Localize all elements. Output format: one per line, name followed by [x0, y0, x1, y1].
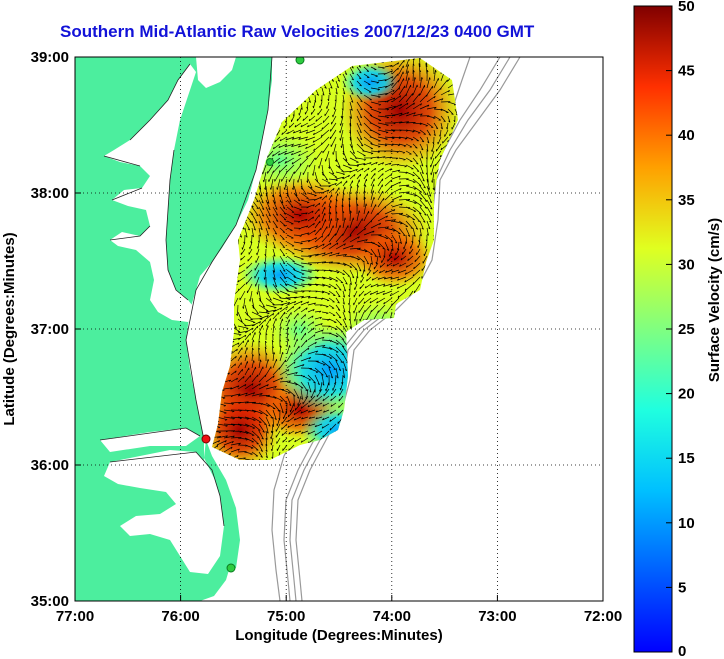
y-tick-label: 37:00: [31, 321, 69, 338]
x-axis-label: Longitude (Degrees:Minutes): [235, 627, 443, 644]
tick-marks: [74, 56, 604, 602]
colorbar-tick-label: 45: [678, 63, 695, 80]
graticule: [75, 57, 603, 601]
y-tick-label: 38:00: [31, 185, 69, 202]
y-tick-label: 35:00: [31, 593, 69, 610]
x-tick-label: 72:00: [584, 608, 622, 625]
x-tick-label: 76:00: [161, 608, 199, 625]
colorbar-tick-label: 25: [678, 321, 695, 338]
station-marker-red: [201, 434, 211, 444]
x-tick-label: 74:00: [373, 608, 411, 625]
albemarle-sound: [100, 428, 200, 452]
delaware-bay: [196, 57, 236, 88]
x-tick-label: 73:00: [478, 608, 516, 625]
y-tick-label: 39:00: [31, 49, 69, 66]
colorbar-tick-label: 10: [678, 515, 695, 532]
station-marker: [266, 158, 274, 166]
pamlico-sound: [104, 450, 224, 574]
station-marker: [295, 57, 305, 65]
colorbar-tick-label: 20: [678, 386, 695, 403]
colorbar-tick-label: 40: [678, 127, 695, 144]
colorbar-tick-label: 30: [678, 256, 695, 273]
chart-title: Southern Mid-Atlantic Raw Velocities 200…: [60, 22, 535, 41]
colorbar-label: Surface Velocity (cm/s): [706, 218, 723, 382]
y-tick-label: 36:00: [31, 457, 69, 474]
colorbar-tick-label: 15: [678, 450, 695, 467]
colorbar-ticks: [666, 5, 672, 653]
colorbar-tick-label: 35: [678, 192, 695, 209]
x-tick-label: 77:00: [56, 608, 94, 625]
colorbar: [633, 5, 673, 653]
x-tick-label: 75:00: [267, 608, 305, 625]
colorbar-tick-label: 50: [678, 0, 695, 15]
chesapeake-bay: [104, 64, 196, 322]
colorbar-tick-label: 5: [678, 579, 686, 596]
coastline-detail: [99, 57, 273, 527]
y-axis-label: Latitude (Degrees:Minutes): [1, 232, 18, 425]
colorbar-tick-label: 0: [678, 643, 686, 659]
station-marker: [226, 563, 236, 573]
